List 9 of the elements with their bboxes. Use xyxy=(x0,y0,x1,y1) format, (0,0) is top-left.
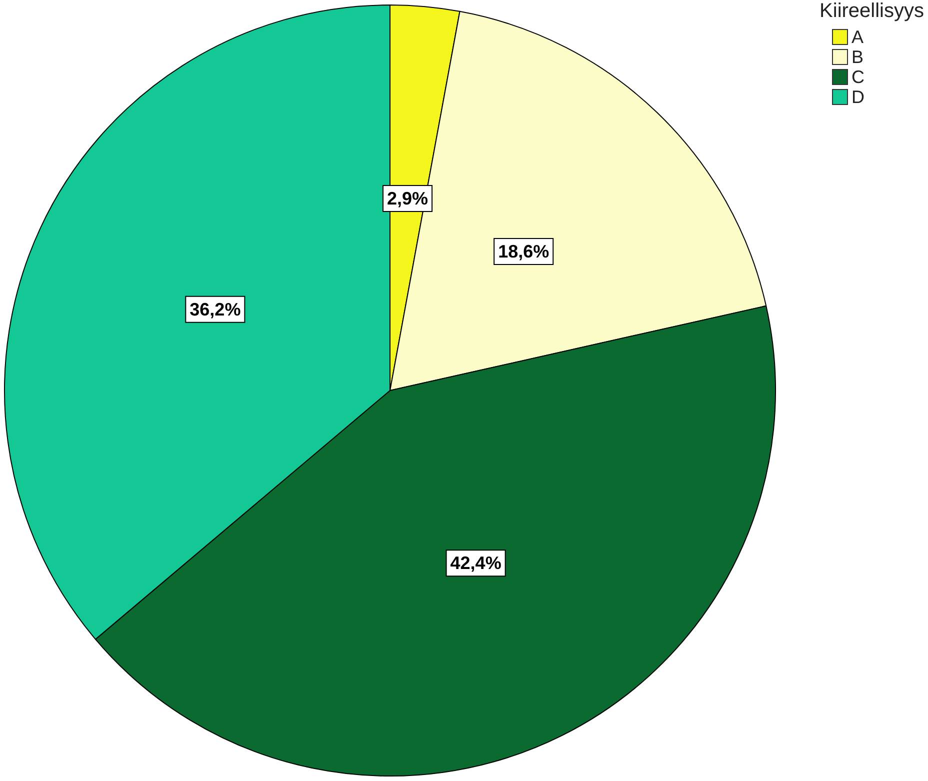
legend-label: C xyxy=(852,66,865,88)
data-label: 18,6% xyxy=(498,242,550,262)
legend-label: B xyxy=(852,46,864,68)
legend-title: Kiireellisyys xyxy=(820,0,924,23)
legend-label: D xyxy=(852,86,865,108)
data-label: 42,4% xyxy=(450,553,502,574)
data-label: 2,9% xyxy=(387,188,428,209)
data-label: 36,2% xyxy=(190,299,241,320)
legend-label: A xyxy=(852,26,864,48)
